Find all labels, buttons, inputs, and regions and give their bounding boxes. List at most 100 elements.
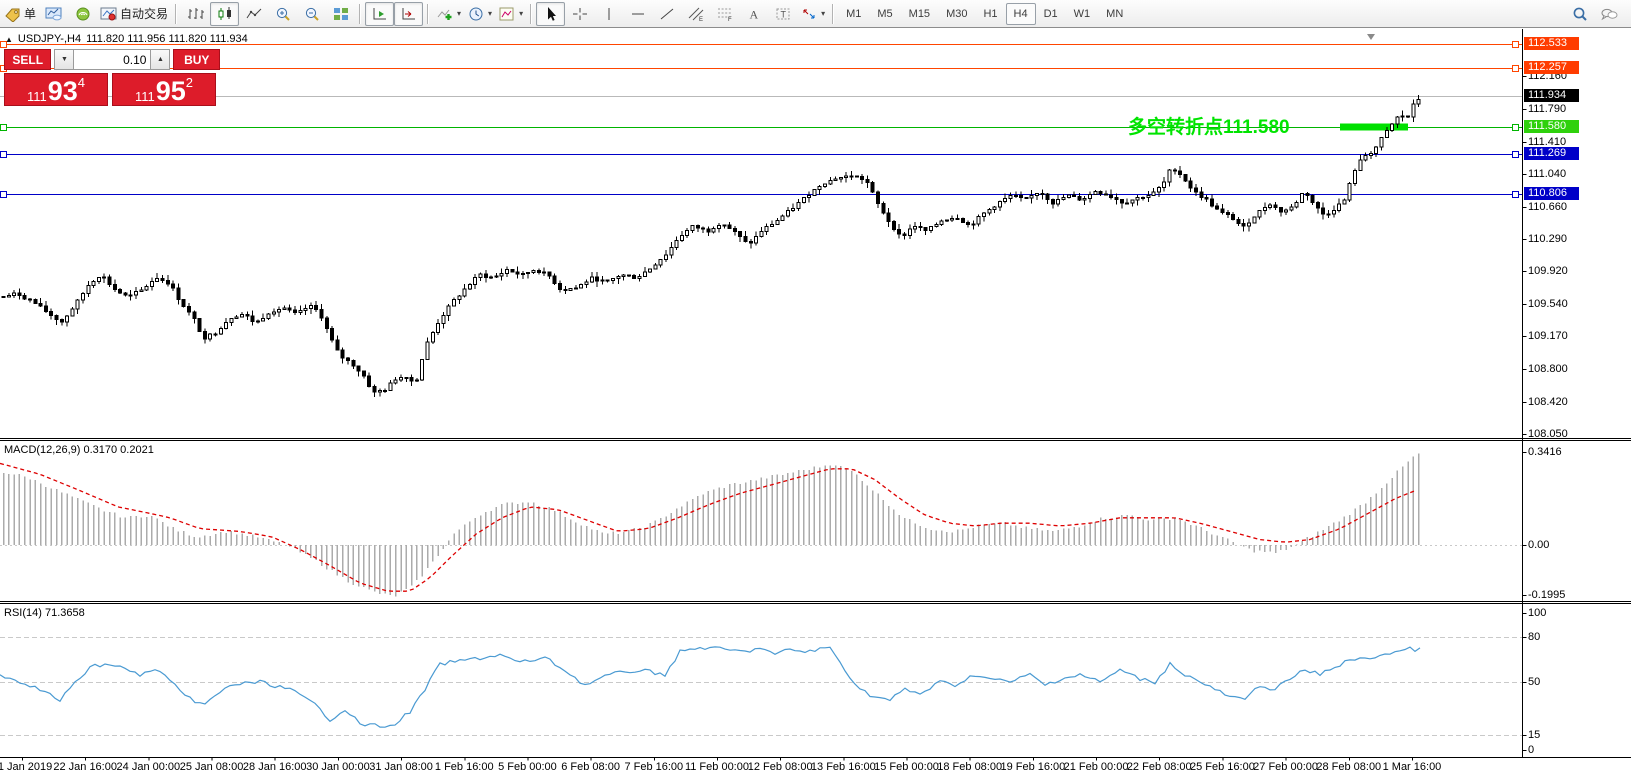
search-button[interactable]	[1565, 2, 1594, 26]
price-tick-label: 109.540	[1528, 298, 1568, 310]
horizontal-line-icon	[629, 6, 647, 22]
line-chart-button[interactable]	[239, 2, 268, 26]
date-axis-label: 22 Jan 16:00	[53, 761, 117, 773]
tab-timeframe-m5[interactable]: M5	[877, 7, 893, 20]
zoom-in-icon	[274, 6, 292, 22]
chart-ohlc-values: 111.820 111.956 111.820 111.934	[86, 33, 248, 45]
vertical-line-icon	[600, 6, 618, 22]
price-tick-label: 108.050	[1528, 428, 1568, 440]
zoom-out-icon	[303, 6, 321, 22]
charts-window-icon	[45, 6, 63, 22]
tab-timeframe-h1[interactable]: H1	[983, 7, 998, 20]
fibonacci-button[interactable]: F	[710, 2, 739, 26]
rsi-tick-label: 0	[1528, 744, 1535, 756]
buy-price-prefix: 111	[134, 89, 155, 104]
svg-text:T: T	[780, 9, 786, 19]
tab-timeframe-m30[interactable]: M30	[946, 7, 968, 20]
date-axis-label: 6 Feb 08:00	[561, 761, 620, 773]
toolbar-separator	[175, 3, 178, 24]
date-axis-label: 25 Jan 08:00	[179, 761, 244, 773]
date-axis-label: 12 Feb 08:00	[747, 761, 813, 773]
macd-values: 0.3170 0.2021	[83, 444, 154, 456]
volume-increase-button[interactable]: ▲	[150, 49, 171, 70]
tab-timeframe-d1[interactable]: D1	[1043, 7, 1058, 20]
current-price-badge: 111.934	[1524, 89, 1579, 102]
new-order-button[interactable]: 单	[1, 2, 39, 26]
bar-chart-button[interactable]	[181, 2, 210, 26]
date-axis-label: 13 Feb 16:00	[810, 761, 876, 773]
auto-scroll-icon	[371, 6, 389, 22]
indicators-icon	[436, 6, 454, 22]
crosshair-icon	[571, 6, 589, 22]
equidistant-channel-button[interactable]: E	[681, 2, 710, 26]
buy-price[interactable]: 111 95 2	[112, 73, 216, 106]
rsi-tick-label: 50	[1528, 676, 1541, 688]
tile-windows-button[interactable]	[326, 2, 355, 26]
chevron-down-icon: ▾	[457, 8, 462, 18]
charts-window-button[interactable]	[39, 2, 68, 26]
turning-point-annotation[interactable]: 多空转折点111.580	[1128, 117, 1290, 138]
sell-button[interactable]: SELL	[4, 49, 52, 70]
sell-price[interactable]: 111 93 4	[4, 73, 108, 106]
tab-timeframe-w1[interactable]: W1	[1073, 7, 1091, 20]
templates-button[interactable]: ▾	[495, 2, 526, 26]
periods-icon	[467, 6, 485, 22]
chat-button[interactable]	[1594, 2, 1623, 26]
date-axis-label: 7 Feb 16:00	[624, 761, 684, 773]
tab-timeframe-m1[interactable]: M1	[846, 7, 862, 20]
chart-shift-button[interactable]	[394, 1, 424, 26]
autotrade-icon	[100, 6, 118, 22]
rsi-tick-label: 80	[1528, 631, 1541, 643]
macd-tick-label: 0.3416	[1528, 446, 1562, 458]
arrows-button[interactable]: ▾	[797, 2, 828, 26]
one-click-toggle-icon[interactable]: ▲	[5, 34, 13, 44]
indicators-button[interactable]: ▾	[433, 2, 464, 26]
toolbar-separator	[427, 3, 430, 24]
tab-timeframe-h4[interactable]: H4	[1005, 2, 1036, 25]
date-axis-label: 15 Feb 00:00	[874, 761, 939, 773]
macd-tick-label: -0.1995	[1528, 589, 1566, 601]
price-tick-label: 108.800	[1528, 363, 1568, 375]
zoom-out-button[interactable]	[297, 2, 326, 26]
autotrade-button[interactable]: 自动交易	[97, 2, 171, 26]
price-tick-label: 111.790	[1528, 103, 1567, 115]
cursor-button[interactable]	[536, 1, 566, 26]
horizontal-line-button[interactable]	[623, 2, 652, 26]
tab-timeframe-m15[interactable]: M15	[908, 7, 931, 20]
date-axis-label: 31 Jan 08:00	[369, 761, 433, 773]
text-button[interactable]: A	[739, 2, 768, 26]
toolbar-separator	[359, 3, 362, 24]
auto-scroll-button[interactable]	[365, 1, 395, 26]
rsi-name: RSI(14)	[4, 607, 42, 619]
candlestick-button[interactable]	[210, 1, 240, 26]
new-order-icon	[4, 6, 22, 22]
templates-icon	[498, 6, 516, 22]
tab-timeframe-mn[interactable]: MN	[1106, 7, 1124, 20]
signals-button[interactable]	[68, 2, 97, 26]
price-level-badge: 111.269	[1524, 147, 1579, 160]
date-axis-label: 22 Feb 08:00	[1126, 761, 1192, 773]
svg-text:F: F	[728, 17, 732, 22]
rsi-indicator-label: RSI(14) 71.3658	[4, 607, 85, 619]
text-label-button[interactable]: T	[768, 2, 797, 26]
price-tick-label: 109.920	[1528, 265, 1568, 277]
volume-decrease-button[interactable]: ▼	[54, 49, 75, 70]
date-axis-label: 27 Feb 00:00	[1253, 761, 1319, 773]
trendline-button[interactable]	[652, 2, 681, 26]
buy-button[interactable]: BUY	[173, 49, 220, 70]
vertical-line-button[interactable]	[594, 2, 623, 26]
volume-input[interactable]	[74, 49, 151, 70]
trendline-icon	[658, 6, 676, 22]
date-axis-label: 30 Jan 00:00	[306, 761, 370, 773]
chart-shift-icon	[400, 6, 418, 22]
macd-indicator-label: MACD(12,26,9) 0.3170 0.2021	[4, 444, 154, 456]
periods-button[interactable]: ▾	[464, 2, 495, 26]
zoom-in-button[interactable]	[268, 2, 297, 26]
line-chart-icon	[245, 6, 263, 22]
price-tick-label: 110.290	[1528, 233, 1567, 245]
equidistant-channel-icon: E	[687, 6, 705, 22]
crosshair-button[interactable]	[565, 2, 594, 26]
chevron-down-icon: ▾	[519, 8, 524, 18]
price-tick-label: 110.660	[1528, 201, 1567, 213]
